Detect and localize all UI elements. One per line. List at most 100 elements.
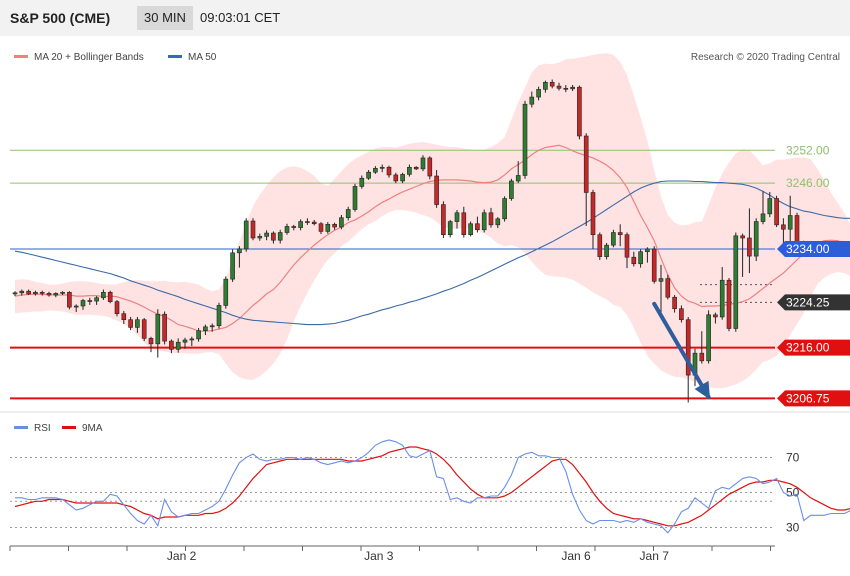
candle-body (679, 308, 684, 321)
ma9-swatch (62, 425, 76, 429)
candle-body (386, 166, 392, 176)
candle-body (33, 291, 38, 295)
candle-body (536, 89, 541, 98)
candle-body (434, 175, 439, 205)
candle-body (366, 171, 371, 179)
candle-body (209, 325, 215, 328)
candle-body (26, 290, 31, 295)
rsi-ma-line (14, 446, 850, 527)
candle-body (713, 314, 718, 318)
ma20-legend-label: MA 20 + Bollinger Bands (34, 52, 144, 63)
level-label-text: 3252.00 (786, 143, 830, 157)
candle-body (495, 218, 501, 226)
timeframe-badge[interactable]: 30 MIN (137, 6, 193, 30)
candle-body (461, 212, 467, 236)
level-label-text: 3216.00 (786, 341, 830, 355)
rsi-legend-label: RSI (34, 423, 51, 434)
candle-body (556, 85, 562, 89)
rsi-legend: RSI (14, 423, 51, 434)
candle-body (352, 186, 358, 210)
candle-body (135, 319, 140, 328)
candle-body (67, 291, 72, 308)
level-label-box (777, 339, 850, 356)
candle-body (196, 330, 201, 340)
rsi-tick-label: 70 (786, 451, 800, 465)
candle-body (250, 220, 256, 239)
ma9-legend-label: 9MA (82, 423, 103, 434)
candle-body (753, 221, 759, 257)
candle-body (651, 248, 657, 282)
candle-body (502, 198, 507, 220)
x-tick-label: Jan 7 (640, 549, 670, 563)
candle-body (441, 204, 446, 236)
candle-body (332, 223, 337, 228)
candle-body (413, 166, 419, 170)
candle-body (617, 232, 623, 236)
rsi-line (15, 439, 850, 534)
level-label-text: 3224.25 (786, 295, 830, 309)
timestamp: 09:03:01 CET (200, 10, 281, 25)
bollinger-band-area (15, 53, 850, 389)
level-label-3206.75: 3206.75 (777, 390, 850, 407)
candle-body (468, 223, 473, 236)
candle-body (128, 319, 133, 328)
candle-body (787, 215, 793, 230)
candle-body (685, 319, 691, 376)
candle-body (359, 177, 365, 187)
projection-arrow-shaft (652, 301, 711, 400)
candle-body (216, 305, 222, 327)
candle-body (298, 221, 303, 228)
candle-body (339, 217, 344, 228)
candle-body (39, 291, 45, 294)
candle-body (740, 235, 745, 239)
candle-body (305, 221, 310, 223)
candle-body (658, 278, 664, 282)
candle-body (509, 180, 514, 199)
candle-body (515, 175, 521, 182)
level-label-3246.00: 3246.00 (786, 176, 830, 190)
candle-body (325, 223, 331, 232)
candle-body (169, 340, 174, 350)
research-credit: Research © 2020 Trading Central (690, 52, 840, 63)
candle-body (230, 252, 235, 280)
candle-body (407, 166, 412, 175)
candle-body (182, 339, 188, 343)
candle-body (488, 212, 494, 226)
level-label-box (777, 240, 850, 257)
candle-body (706, 314, 711, 362)
candle-body (291, 226, 297, 228)
candle-body (237, 248, 242, 254)
candle-body (604, 244, 609, 257)
candle-body (665, 278, 671, 298)
candle-body (543, 81, 548, 90)
candle-body (87, 300, 93, 302)
candle-body (114, 301, 120, 314)
candle-body (760, 213, 766, 222)
candle-body (638, 251, 643, 265)
candle-body (475, 223, 480, 231)
candle-body (699, 352, 705, 362)
candle-body (80, 300, 86, 307)
projection-arrow-head (694, 380, 711, 400)
candle-body (60, 291, 65, 294)
level-label-3216.00: 3216.00 (777, 339, 850, 356)
level-label-text: 3206.75 (786, 391, 830, 405)
candle-body (189, 338, 195, 341)
candle-body (427, 157, 433, 177)
ma20-legend: MA 20 + Bollinger Bands (14, 52, 144, 63)
candle-body (12, 292, 18, 295)
ma50-legend: MA 50 (168, 52, 216, 63)
candle-body (175, 341, 181, 350)
candle-body (719, 279, 725, 318)
x-tick-label: Jan 2 (167, 549, 197, 563)
ma50-swatch (168, 54, 182, 58)
candle-body (563, 87, 569, 90)
candle-body (318, 223, 324, 232)
candle-body (277, 232, 283, 241)
ma50-legend-label: MA 50 (188, 52, 217, 63)
candle-body (94, 297, 99, 302)
candle-body (155, 313, 161, 345)
candle-body (645, 248, 650, 253)
candle-body (672, 296, 677, 310)
